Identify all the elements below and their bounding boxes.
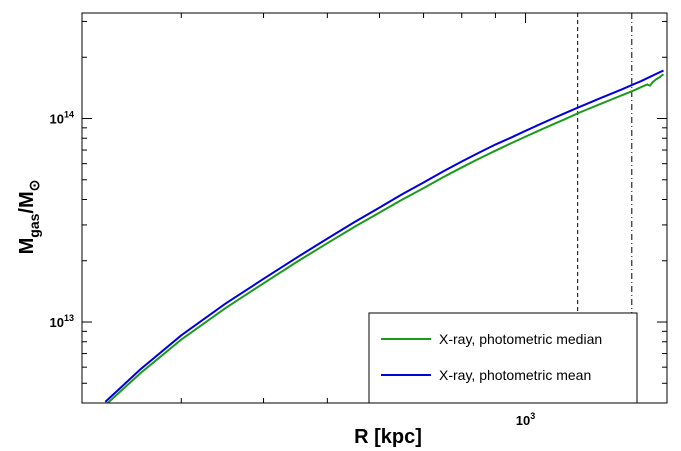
y-axis-label-sub-gas: gas (26, 213, 42, 237)
x-tick-label: 103 (516, 411, 535, 428)
legend: X-ray, photometric median X-ray, photome… (368, 312, 638, 404)
y-axis-label: Mgas/M⊙ (16, 180, 42, 255)
series-layer (104, 69, 665, 403)
series-line-median (106, 73, 665, 403)
legend-label-mean: X-ray, photometric mean (439, 367, 591, 383)
legend-box (368, 312, 638, 404)
y-tick-label: 1014 (50, 110, 74, 127)
tick-labels: 103 1013 1014 (50, 110, 536, 428)
legend-label-median: X-ray, photometric median (439, 331, 602, 347)
solar-symbol: ⊙ (26, 180, 42, 192)
series-line-mean (104, 69, 664, 403)
y-tick-label: 1013 (50, 313, 74, 330)
x-axis-label: R [kpc] (354, 426, 422, 448)
